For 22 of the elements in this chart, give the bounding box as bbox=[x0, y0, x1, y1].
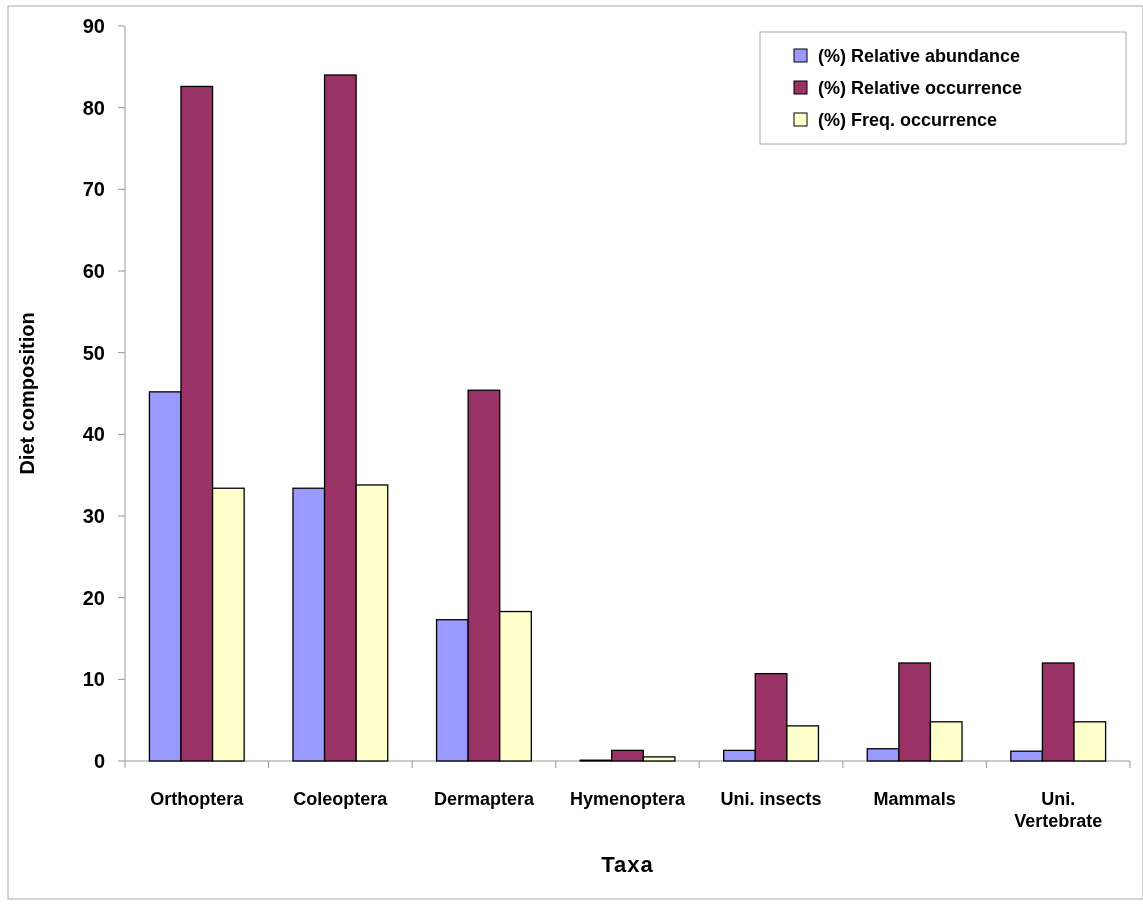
x-axis-title: Taxa bbox=[601, 852, 654, 877]
legend-label: (%) Relative occurrence bbox=[818, 78, 1023, 99]
legend-label: (%) Relative abundance bbox=[818, 46, 1021, 67]
legend-label: (%) Freq. occurrence bbox=[818, 110, 998, 131]
x-tick-label: Hymenoptera bbox=[569, 789, 686, 809]
x-tick-label: Uni. insects bbox=[720, 789, 822, 809]
x-tick-label: Uni. Vertebrate bbox=[1014, 789, 1103, 831]
y-tick-label: 20 bbox=[82, 586, 105, 609]
x-tick-label: Dermaptera bbox=[433, 789, 535, 809]
y-tick-label: 50 bbox=[82, 341, 105, 364]
y-tick-label: 10 bbox=[82, 668, 105, 691]
y-tick-label: 70 bbox=[82, 178, 105, 201]
y-axis-title: Diet composition bbox=[16, 312, 38, 475]
y-tick-label: 90 bbox=[82, 15, 105, 37]
x-tick-label: Orthoptera bbox=[150, 789, 245, 809]
x-tick-label: Coleoptera bbox=[293, 789, 389, 809]
y-tick-label: 30 bbox=[82, 505, 105, 527]
y-tick-label: 40 bbox=[82, 423, 105, 446]
y-tick-label: 60 bbox=[82, 260, 105, 282]
y-tick-label: 80 bbox=[82, 96, 105, 119]
y-tick-label: 0 bbox=[93, 750, 105, 772]
x-tick-label: Mammals bbox=[873, 789, 956, 809]
